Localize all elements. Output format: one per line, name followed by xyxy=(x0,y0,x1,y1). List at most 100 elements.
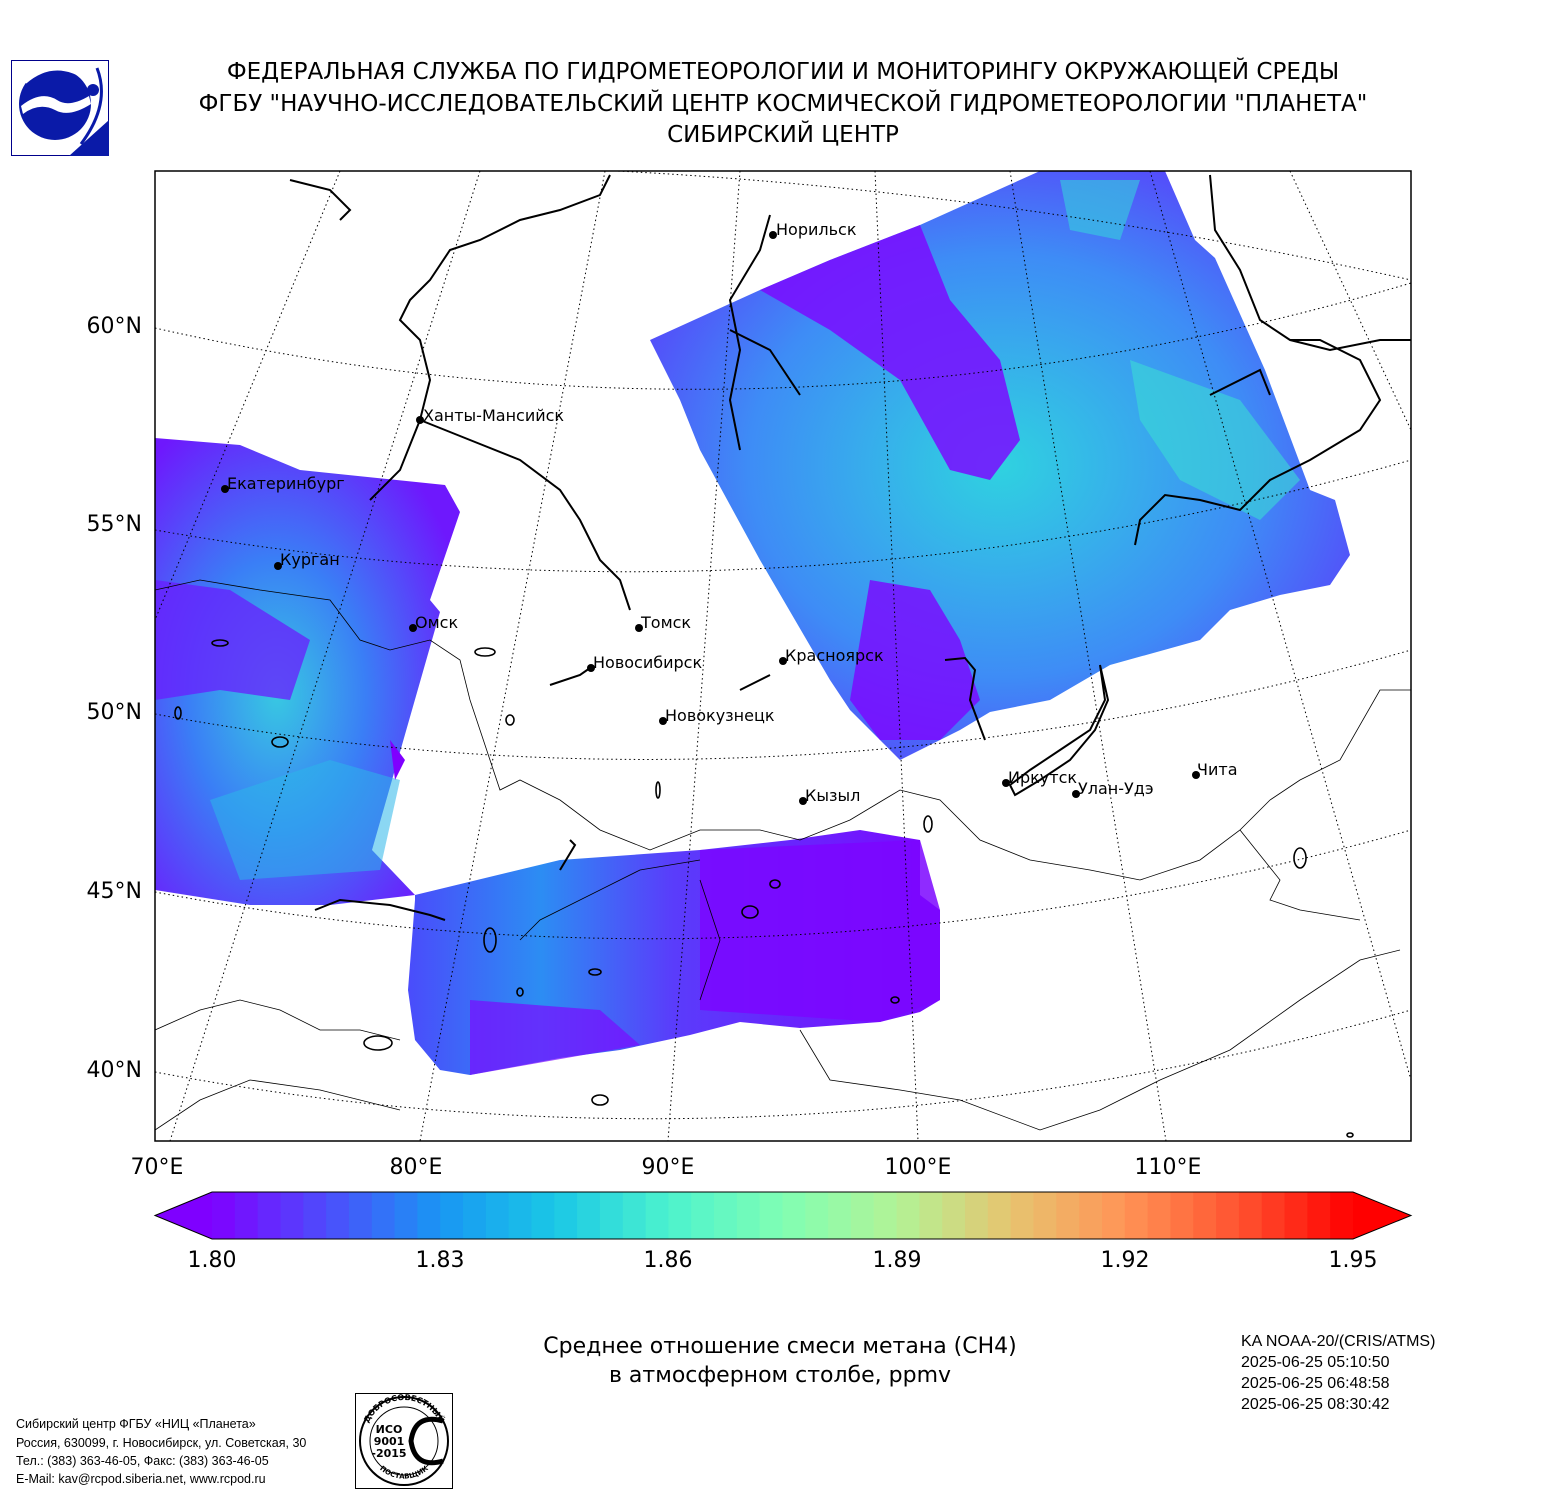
satellite-time-1: 2025-06-25 05:10:50 xyxy=(1241,1354,1390,1371)
colorbar-step xyxy=(303,1192,327,1239)
city-markers xyxy=(221,231,1200,805)
city-dot-ulanude xyxy=(1072,790,1080,798)
colorbar-max-arrow xyxy=(1353,1192,1411,1239)
colorbar-step xyxy=(440,1192,464,1239)
colorbar-min-arrow xyxy=(155,1192,212,1239)
city-label-ekaterinburg: Екатеринбург xyxy=(227,474,345,493)
colorbar-step xyxy=(622,1192,647,1239)
colorbar-step xyxy=(782,1192,806,1239)
colorbar-step xyxy=(348,1192,373,1239)
colorbar-step xyxy=(942,1192,966,1239)
lon-label-110: 110°E xyxy=(1135,1155,1202,1180)
city-dot-krasnoyarsk xyxy=(779,657,787,665)
colorbar-step xyxy=(668,1192,692,1239)
colorbar-step xyxy=(691,1192,715,1239)
lakes xyxy=(174,639,1354,1138)
city-dot-ekaterinburg xyxy=(221,485,229,493)
lat-label-55: 55°N xyxy=(87,512,142,537)
address-line-3: Тел.: (383) 363-46-05, Факс: (383) 363-4… xyxy=(16,1454,269,1468)
lat-label-45: 45°N xyxy=(87,879,142,904)
cb-tick-3: 1.86 xyxy=(644,1248,693,1273)
rivers-coastlines xyxy=(289,174,1411,921)
city-dot-omsk xyxy=(409,624,417,632)
colorbar-step xyxy=(234,1192,259,1239)
lon-label-90: 90°E xyxy=(642,1155,695,1180)
colorbar-step xyxy=(212,1192,236,1239)
city-dot-norilsk xyxy=(769,231,777,239)
colorbar-step xyxy=(1284,1192,1308,1239)
colorbar-step xyxy=(554,1192,578,1239)
header-line-1: ФЕДЕРАЛЬНАЯ СЛУЖБА ПО ГИДРОМЕТЕОРОЛОГИИ … xyxy=(226,59,1340,85)
colorbar-step xyxy=(828,1192,852,1239)
colorbar-step xyxy=(1101,1192,1126,1239)
colorbar-step xyxy=(417,1192,441,1239)
city-labels: Норильск Ханты-Мансийск Екатеринбург Кур… xyxy=(227,220,1238,805)
lon-label-80: 80°E xyxy=(390,1155,443,1180)
colorbar-step xyxy=(919,1192,943,1239)
city-label-khanty: Ханты-Мансийск xyxy=(423,406,564,425)
iso-certificate-stamp: ДОБРОСОВЕСТНЫЙ ПОСТАВЩИК ИСО 9001 -2015 xyxy=(355,1393,453,1489)
lon-label-70: 70°E xyxy=(131,1155,184,1180)
lon-label-100: 100°E xyxy=(885,1155,952,1180)
cb-tick-2: 1.83 xyxy=(416,1248,465,1273)
axis-labels: 60°N 55°N 50°N 45°N 40°N 70°E 80°E 90°E … xyxy=(87,314,1202,1180)
colorbar-outline xyxy=(153,1191,1413,1240)
satellite-time-2: 2025-06-25 06:48:58 xyxy=(1241,1375,1390,1392)
cert-line-1: ИСО xyxy=(376,1423,403,1436)
colorbar-step xyxy=(394,1192,418,1239)
colorbar-step xyxy=(463,1192,487,1239)
cb-tick-4: 1.89 xyxy=(873,1248,922,1273)
city-label-novokuznetsk: Новокузнецк xyxy=(665,706,775,725)
city-label-irkutsk: Иркутск xyxy=(1008,768,1077,787)
colorbar-step xyxy=(645,1192,669,1239)
cb-tick-5: 1.92 xyxy=(1101,1248,1150,1273)
city-dot-khanty xyxy=(416,416,424,424)
colorbar-step xyxy=(1330,1192,1354,1239)
caption-line-1: Среднее отношение смеси метана (CH4) xyxy=(543,1334,1017,1359)
city-dot-tomsk xyxy=(635,624,643,632)
colorbar-step xyxy=(485,1192,510,1239)
roshydromet-logo xyxy=(11,60,109,156)
lat-label-60: 60°N xyxy=(87,314,142,339)
cert-line-3: -2015 xyxy=(371,1447,406,1460)
colorbar-step xyxy=(508,1192,533,1239)
colorbar-step xyxy=(1193,1192,1217,1239)
city-label-omsk: Омск xyxy=(415,613,458,632)
colorbar-step xyxy=(896,1192,921,1239)
colorbar-step xyxy=(1056,1192,1080,1239)
colorbar-step xyxy=(280,1192,304,1239)
city-dot-kurgan xyxy=(274,562,282,570)
city-label-kurgan: Курган xyxy=(280,550,340,569)
city-label-novosibirsk: Новосибирск xyxy=(593,653,702,672)
caption-line-2: в атмосферном столбе, ppmv xyxy=(608,1363,952,1388)
colorbar-step xyxy=(1170,1192,1194,1239)
colorbar-step xyxy=(1307,1192,1331,1239)
city-label-norilsk: Норильск xyxy=(776,220,857,239)
city-label-chita: Чита xyxy=(1197,760,1238,779)
map-frame xyxy=(154,170,1412,1142)
colorbar-step xyxy=(326,1192,350,1239)
colorbar-step xyxy=(759,1192,784,1239)
colorbar-step xyxy=(965,1192,989,1239)
city-dot-chita xyxy=(1192,771,1200,779)
city-dot-kyzyl xyxy=(799,797,807,805)
swath-northeast xyxy=(650,171,1350,760)
colorbar-step xyxy=(599,1192,624,1239)
address-line-1: Сибирский центр ФГБУ «НИЦ «Планета» xyxy=(16,1417,256,1431)
lat-label-50: 50°N xyxy=(87,700,142,725)
lat-label-40: 40°N xyxy=(87,1058,142,1083)
header-line-2: ФГБУ "НАУЧНО-ИССЛЕДОВАТЕЛЬСКИЙ ЦЕНТР КОС… xyxy=(198,91,1368,117)
colorbar-step xyxy=(371,1192,396,1239)
header-line-3: СИБИРСКИЙ ЦЕНТР xyxy=(667,122,899,148)
city-label-kyzyl: Кызыл xyxy=(805,786,860,805)
colorbar-step xyxy=(873,1192,898,1239)
cert-line-2: 9001 xyxy=(374,1435,405,1448)
satellite-name: KA NOAA-20/(CRIS/ATMS) xyxy=(1241,1333,1436,1350)
swath-west xyxy=(155,438,460,905)
swath-south xyxy=(408,830,940,1075)
colorbar-step xyxy=(805,1192,829,1239)
city-label-krasnoyarsk: Красноярск xyxy=(785,646,884,665)
colorbar-step xyxy=(1033,1192,1057,1239)
city-label-ulanude: Улан-Удэ xyxy=(1078,779,1154,798)
colorbar-step xyxy=(714,1192,738,1239)
